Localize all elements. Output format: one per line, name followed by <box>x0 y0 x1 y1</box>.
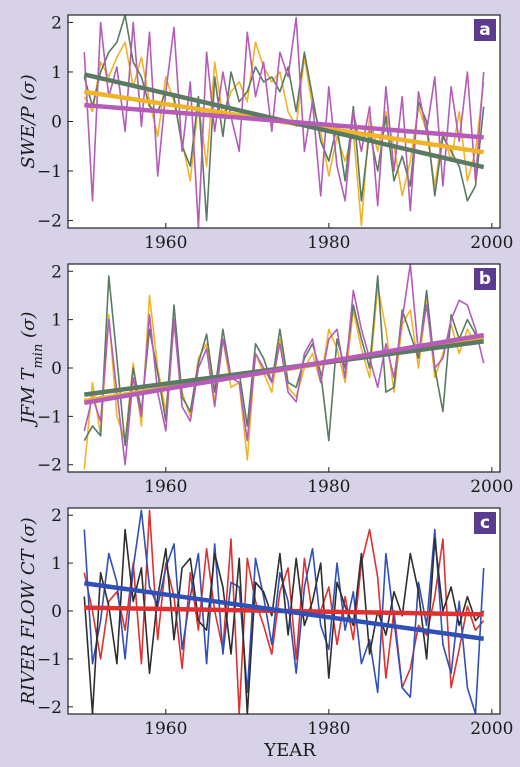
trend-line-a-3 <box>84 102 484 140</box>
trend-line-b-3 <box>83 332 485 406</box>
y-tick-label: −2 <box>37 456 62 476</box>
x-tick-label: 1980 <box>307 233 350 253</box>
y-tick-label: 1 <box>51 63 62 83</box>
y-axis-label: JFM Tmin (σ) <box>18 312 46 429</box>
series-line-b-1 <box>83 284 485 470</box>
panel-c: −2 −1 0 1 2 1960 1980 2000 RIVER FLOW CT (σ) c <box>18 506 513 739</box>
panel-badge <box>474 19 496 41</box>
y-tick-label: 1 <box>51 554 62 574</box>
y-axis-label: RIVER FLOW CT (σ) <box>18 517 39 705</box>
series-line-b-2 <box>83 275 485 447</box>
panel-badge <box>474 512 496 534</box>
y-tick-label: −1 <box>37 162 62 182</box>
x-tick-label: 1960 <box>144 719 187 739</box>
series-line-c-1 <box>83 509 485 714</box>
plot-lines <box>83 15 485 228</box>
x-tick-label: 1980 <box>307 477 350 497</box>
y-tick-label: −1 <box>37 407 62 427</box>
y-tick-label: 0 <box>51 602 62 622</box>
x-tick-label: 1960 <box>144 477 187 497</box>
y-tick-label: 2 <box>51 13 62 33</box>
panel-badge <box>474 268 496 290</box>
panel-a: −2 −1 0 1 2 1960 1980 2000 SWE/P (σ) a <box>18 13 513 253</box>
x-tick-label: 2000 <box>470 477 513 497</box>
series-line-a-3 <box>83 16 485 228</box>
plot-lines <box>83 264 485 470</box>
y-tick-label: 0 <box>51 113 62 133</box>
plot-lines <box>83 509 485 714</box>
x-tick-label: 1980 <box>307 719 350 739</box>
trend-line-c-2 <box>83 580 485 642</box>
panel-badge-label: b <box>479 269 491 289</box>
y-tick-label: 2 <box>51 506 62 526</box>
panel-badge-label: a <box>479 20 490 40</box>
y-axis-label: SWE/P (σ) <box>18 74 39 168</box>
x-axis-label: YEAR <box>263 740 316 761</box>
x-tick-label: 2000 <box>470 233 513 253</box>
x-tick-label: 1960 <box>144 233 187 253</box>
y-tick-label: −2 <box>37 212 62 232</box>
y-tick-label: 0 <box>51 359 62 379</box>
panel-badge-label: c <box>480 513 490 533</box>
y-tick-label: −1 <box>37 650 62 670</box>
y-tick-label: 1 <box>51 311 62 331</box>
x-tick-label: 2000 <box>470 719 513 739</box>
panel-b: −2 −1 0 1 2 1960 1980 2000 JFM Tmin (σ) b <box>18 262 513 497</box>
series-line-c-3 <box>83 528 485 714</box>
y-tick-label: −2 <box>37 698 62 718</box>
y-tick-label: 2 <box>51 262 62 282</box>
